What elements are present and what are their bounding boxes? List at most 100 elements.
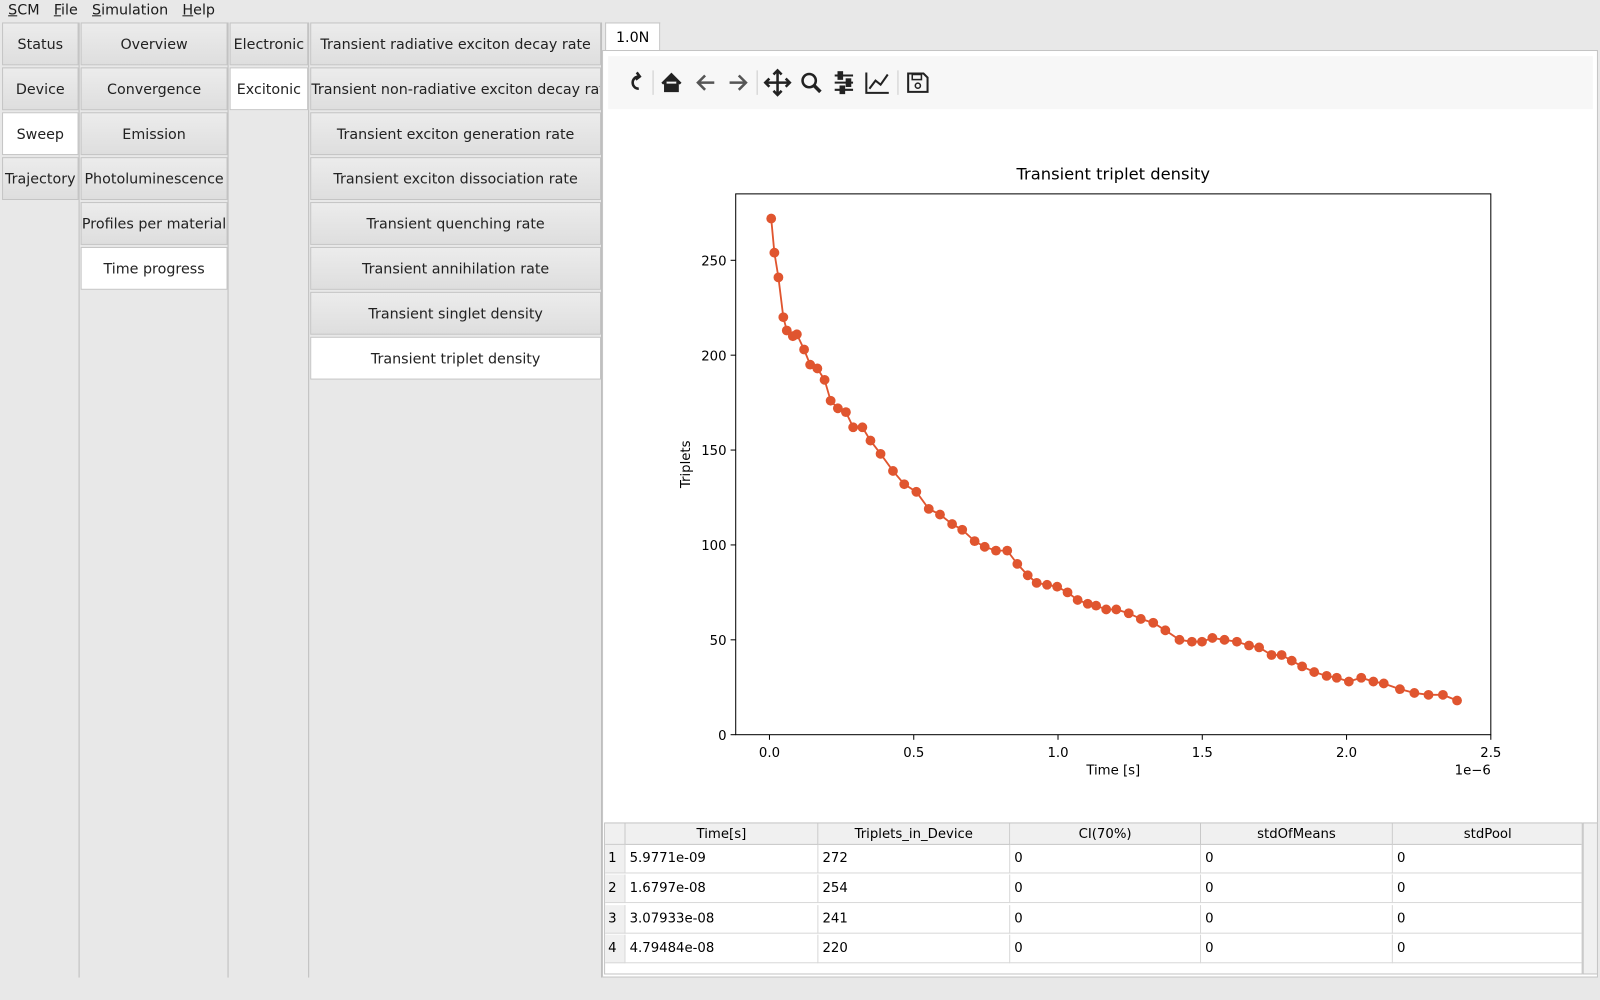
back-button[interactable] xyxy=(698,76,714,90)
data-point xyxy=(1160,625,1170,635)
data-point xyxy=(1277,650,1287,660)
y-tick-label: 0 xyxy=(718,729,726,744)
data-point xyxy=(876,449,886,459)
data-point xyxy=(1424,690,1434,700)
menu-item[interactable]: Help xyxy=(182,2,215,18)
plot-area xyxy=(736,194,1491,735)
column-header[interactable]: CI(70%) xyxy=(1010,823,1201,844)
nav-button[interactable]: Photoluminescence xyxy=(81,157,228,200)
data-line xyxy=(771,219,1457,701)
table-cell: 0 xyxy=(1393,935,1583,964)
data-point xyxy=(991,546,1001,556)
nav-button[interactable]: Transient singlet density xyxy=(310,292,601,335)
forward-button[interactable] xyxy=(730,76,746,90)
data-point xyxy=(799,345,809,355)
table-cell: 241 xyxy=(818,905,1010,934)
menu-item[interactable]: File xyxy=(54,2,78,18)
data-point xyxy=(1002,546,1012,556)
row-index: 2 xyxy=(605,875,625,904)
configure-button[interactable] xyxy=(835,72,853,92)
tab[interactable]: 1.0N xyxy=(605,22,660,52)
x-tick-label: 0.5 xyxy=(903,746,924,761)
data-point xyxy=(1175,635,1185,645)
nav-column: StatusDeviceSweepTrajectory xyxy=(2,22,80,977)
data-point xyxy=(866,436,876,446)
data-point xyxy=(1254,643,1264,653)
nav-button[interactable]: Emission xyxy=(81,112,228,155)
refresh-button[interactable] xyxy=(633,72,640,88)
nav-button[interactable]: Time progress xyxy=(81,247,228,290)
nav-button[interactable]: Transient triplet density xyxy=(310,337,601,380)
zoom-button[interactable] xyxy=(803,74,821,92)
y-tick-label: 100 xyxy=(701,539,726,554)
nav-button[interactable]: Transient exciton generation rate xyxy=(310,112,601,155)
menu-item[interactable]: Simulation xyxy=(92,2,168,18)
nav-button[interactable]: Status xyxy=(2,22,79,65)
table-cell: 4.79484e-08 xyxy=(626,935,819,964)
data-point xyxy=(848,422,858,432)
table-cell: 0 xyxy=(1010,845,1201,874)
nav-column: OverviewConvergenceEmissionPhotoluminesc… xyxy=(81,22,229,977)
nav-column: ElectronicExcitonic xyxy=(230,22,310,977)
column-header[interactable]: stdPool xyxy=(1393,823,1583,844)
data-point xyxy=(1197,637,1207,647)
nav-button[interactable]: Transient exciton dissociation rate xyxy=(310,157,601,200)
nav-button[interactable]: Transient radiative exciton decay rate xyxy=(310,22,601,65)
data-point xyxy=(820,375,830,385)
nav-button[interactable]: Profiles per material xyxy=(81,202,228,245)
x-axis-label: Time [s] xyxy=(1085,763,1140,778)
nav-button[interactable]: Transient annihilation rate xyxy=(310,247,601,290)
scrollbar[interactable] xyxy=(1583,822,1598,974)
data-point xyxy=(766,214,776,224)
data-point xyxy=(1023,570,1033,580)
home-button[interactable] xyxy=(662,74,680,90)
data-point xyxy=(1344,677,1354,687)
data-point xyxy=(1187,637,1197,647)
x-tick-label: 0.0 xyxy=(759,746,780,761)
toolbar xyxy=(608,56,1593,109)
save-button[interactable] xyxy=(908,73,927,91)
data-point xyxy=(1052,582,1062,592)
pan-button[interactable] xyxy=(765,70,789,94)
data-point xyxy=(1073,595,1083,605)
data-point xyxy=(1207,633,1217,643)
x-offset-label: 1e−6 xyxy=(1455,763,1491,778)
data-point xyxy=(1452,696,1462,706)
data-point xyxy=(1124,608,1134,618)
nav-button[interactable]: Transient quenching rate xyxy=(310,202,601,245)
nav-button[interactable]: Overview xyxy=(81,22,228,65)
nav-button[interactable]: Trajectory xyxy=(2,157,79,200)
x-tick-label: 1.5 xyxy=(1192,746,1213,761)
data-point xyxy=(899,479,909,489)
table-cell: 0 xyxy=(1393,845,1583,874)
nav-button[interactable]: Electronic xyxy=(230,22,309,65)
column-header[interactable]: Triplets_in_Device xyxy=(818,823,1010,844)
column-header[interactable]: Time[s] xyxy=(626,823,819,844)
nav-button[interactable]: Transient non-radiative exciton decay ra… xyxy=(310,67,601,110)
data-point xyxy=(1356,673,1366,683)
menu-item[interactable]: SCM xyxy=(8,2,39,18)
table-cell: 272 xyxy=(818,845,1010,874)
table-cell: 220 xyxy=(818,935,1010,964)
column-header[interactable]: stdOfMeans xyxy=(1201,823,1393,844)
data-point xyxy=(947,519,957,529)
nav-button[interactable]: Sweep xyxy=(2,112,79,155)
edit-axis-button[interactable] xyxy=(866,72,888,92)
table-cell: 0 xyxy=(1010,875,1201,904)
data-point xyxy=(812,364,822,374)
data-point xyxy=(1309,667,1319,677)
data-point xyxy=(1297,661,1307,671)
data-point xyxy=(1379,679,1389,689)
y-tick-label: 150 xyxy=(701,444,726,459)
data-point xyxy=(911,487,921,497)
nav-button[interactable]: Convergence xyxy=(81,67,228,110)
nav-button[interactable]: Excitonic xyxy=(230,67,309,110)
nav-button[interactable]: Device xyxy=(2,67,79,110)
y-axis-label: Triplets xyxy=(679,440,694,489)
data-point xyxy=(778,312,788,322)
data-point xyxy=(769,248,779,258)
data-point xyxy=(1368,677,1378,687)
data-point xyxy=(857,422,867,432)
